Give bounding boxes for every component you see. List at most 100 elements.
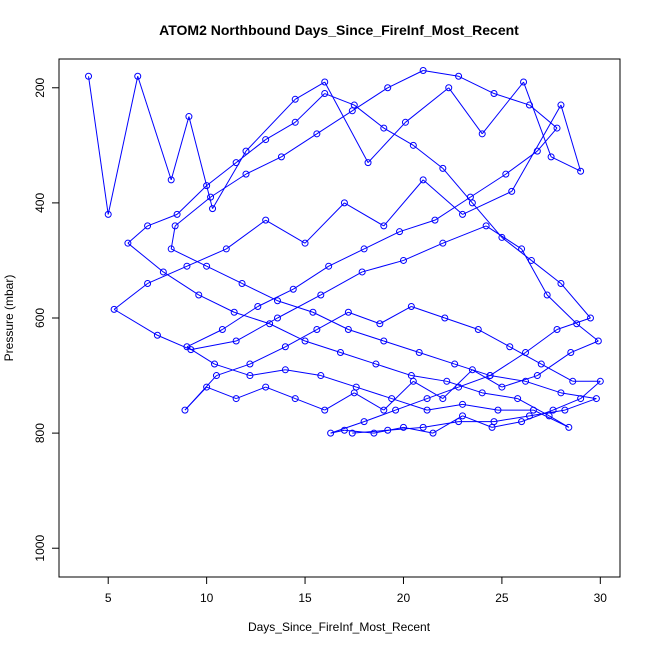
series-line-segment <box>471 202 503 238</box>
data-point <box>317 291 325 299</box>
series-line-segment <box>564 398 597 411</box>
data-point <box>445 84 453 92</box>
data-point <box>586 314 594 322</box>
series-line-segment <box>493 415 530 423</box>
data-point <box>344 308 352 316</box>
series-line-segment <box>328 248 365 267</box>
series-line-segment <box>387 426 424 431</box>
data-point <box>134 72 142 80</box>
y-axis: 200 400 600 800 1000 <box>33 77 60 562</box>
data-point <box>466 193 474 201</box>
data-point <box>419 423 427 431</box>
series-line-segment <box>352 429 388 434</box>
data-point <box>478 389 486 397</box>
series-line-segment <box>426 386 459 400</box>
data-point <box>313 326 321 334</box>
series-line-segment <box>344 429 374 434</box>
data-point <box>419 176 427 184</box>
data-point <box>372 360 380 368</box>
data-point <box>242 147 250 155</box>
data-point <box>518 245 526 253</box>
data-point <box>273 297 281 305</box>
series-line-segment <box>383 380 414 411</box>
series-line-segment <box>324 93 355 106</box>
data-point <box>313 130 321 138</box>
data-point <box>486 372 494 380</box>
series-line-segment <box>265 219 306 244</box>
data-point <box>242 170 250 178</box>
series-line-segment <box>235 317 278 342</box>
x-axis-label: Days_Since_FireInf_Most_Recent <box>248 620 431 634</box>
data-point <box>336 349 344 357</box>
series-line-segment <box>265 386 296 400</box>
series-line-segment <box>423 421 459 428</box>
data-point <box>567 349 575 357</box>
data-point <box>340 199 348 207</box>
data-point <box>348 107 356 115</box>
series-line-segment <box>170 225 176 250</box>
series-line-segment <box>188 116 214 209</box>
plot-frame <box>58 58 621 578</box>
series-line-segment <box>127 225 148 244</box>
data-point <box>262 216 270 224</box>
series-line-segment <box>294 93 326 123</box>
x-tick-label: 5 <box>105 591 112 605</box>
data-point <box>262 136 270 144</box>
data-point <box>439 239 447 247</box>
data-point <box>289 285 297 293</box>
data-point <box>392 406 400 414</box>
data-point <box>577 167 585 175</box>
series-line-segment <box>462 190 512 215</box>
data-point <box>533 147 541 155</box>
series-line-segment <box>348 311 381 325</box>
data-point <box>482 222 490 230</box>
data-point <box>459 412 467 420</box>
data-point <box>230 308 238 316</box>
series-line-segment <box>344 202 385 227</box>
data-point <box>360 418 368 426</box>
data-point <box>232 337 240 345</box>
series-line-segment <box>170 116 190 181</box>
y-tick-label: 400 <box>33 193 47 213</box>
series-line-segment <box>525 380 562 394</box>
data-point <box>266 320 274 328</box>
series-line-segment <box>580 380 601 399</box>
data-point <box>533 372 541 380</box>
data-point <box>506 343 514 351</box>
data-point <box>596 377 604 385</box>
series-line-segment <box>292 265 329 290</box>
data-point <box>212 372 220 380</box>
data-point <box>415 349 423 357</box>
series-line-segment <box>363 409 396 423</box>
data-point <box>185 113 193 121</box>
data-point <box>502 170 510 178</box>
series-line-segment <box>190 340 237 351</box>
series-line-segment <box>163 271 200 296</box>
data-point <box>407 372 415 380</box>
data-point <box>291 118 299 126</box>
data-point <box>167 245 175 253</box>
data-point <box>537 360 545 368</box>
series-line-segment <box>170 248 207 267</box>
data-point <box>232 395 240 403</box>
data-point <box>520 78 528 86</box>
data-point <box>110 305 118 313</box>
data-point <box>291 95 299 103</box>
data-point <box>525 101 533 109</box>
series-line-segment <box>383 127 414 146</box>
series-line-segment <box>304 202 345 244</box>
data-point <box>364 159 372 167</box>
data-point <box>431 216 439 224</box>
y-axis-label: Pressure (mbar) <box>2 275 16 362</box>
y-tick-label: 200 <box>33 77 47 97</box>
data-point <box>291 395 299 403</box>
series-line-segment <box>489 352 526 376</box>
data-point <box>401 118 409 126</box>
data-point <box>218 326 226 334</box>
data-point <box>553 124 561 132</box>
data-point <box>360 245 368 253</box>
series-line-segment <box>316 110 353 135</box>
series-line-segment <box>226 219 266 250</box>
series-line-segment <box>490 375 526 382</box>
